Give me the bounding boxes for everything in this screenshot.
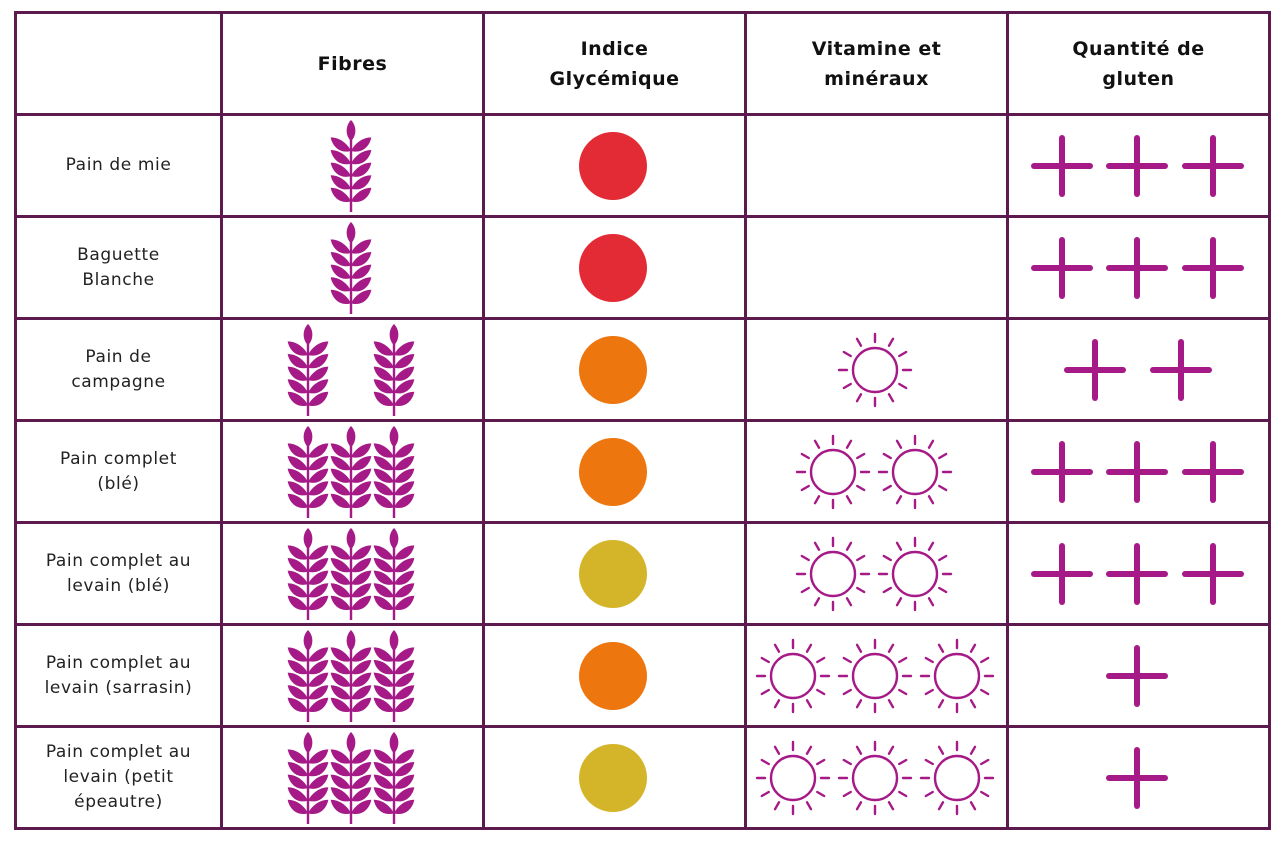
bread-name: Pain complet au levain (petit épeautre) <box>14 725 223 830</box>
wheat-icon <box>330 629 372 722</box>
glycemic-index-cell <box>482 215 747 320</box>
plus-icon <box>1182 542 1244 605</box>
wheat-icon <box>330 527 372 620</box>
fibres-cell <box>220 521 485 626</box>
plus-icon <box>1182 236 1244 299</box>
table-row: Pain complet au levain (blé) <box>14 521 1271 626</box>
sun-icon <box>919 740 995 815</box>
wheat-icon <box>287 323 329 416</box>
header-fibres: Fibres <box>220 11 485 116</box>
gluten-cell <box>1006 317 1271 422</box>
plus-icon <box>1106 542 1168 605</box>
wheat-icon <box>373 323 415 416</box>
vitamins-cell <box>744 419 1009 524</box>
fibres-cell <box>220 113 485 218</box>
plus-icon <box>1064 338 1126 401</box>
plus-icon <box>1182 134 1244 197</box>
wheat-icon <box>373 629 415 722</box>
plus-icon <box>1150 338 1212 401</box>
glycemic-index-cell <box>482 521 747 626</box>
vitamins-cell <box>744 725 1009 830</box>
bread-name: Pain complet au levain (blé) <box>14 521 223 626</box>
glycemic-dot-icon <box>579 743 647 812</box>
sun-icon <box>795 434 871 509</box>
plus-icon <box>1031 542 1093 605</box>
sun-icon <box>877 536 953 611</box>
glycemic-index-cell <box>482 113 747 218</box>
glycemic-dot-icon <box>579 539 647 608</box>
sun-icon <box>795 536 871 611</box>
bread-name: Pain complet (blé) <box>14 419 223 524</box>
wheat-icon <box>330 221 372 314</box>
wheat-icon <box>287 425 329 518</box>
glycemic-dot-icon <box>579 641 647 710</box>
header-vitamins-minerals: Vitamine et minéraux <box>744 11 1009 116</box>
plus-icon <box>1106 134 1168 197</box>
sun-icon <box>755 740 831 815</box>
header-row: Fibres Indice Glycémique Vitamine et minér… <box>14 11 1271 116</box>
wheat-icon <box>373 527 415 620</box>
wheat-icon <box>330 119 372 212</box>
sun-icon <box>837 740 913 815</box>
fibres-cell <box>220 215 485 320</box>
plus-icon <box>1106 440 1168 503</box>
wheat-icon <box>373 425 415 518</box>
sun-icon <box>837 638 913 713</box>
fibres-cell <box>220 725 485 830</box>
table-row: Pain complet (blé) <box>14 419 1271 524</box>
glycemic-index-cell <box>482 317 747 422</box>
header-corner <box>14 11 223 116</box>
fibres-cell <box>220 419 485 524</box>
plus-icon <box>1106 746 1168 809</box>
table-row: Pain complet au levain (petit épeautre) <box>14 725 1271 830</box>
bread-name: Pain complet au levain (sarrasin) <box>14 623 223 728</box>
glycemic-dot-icon <box>579 335 647 404</box>
glycemic-dot-icon <box>579 131 647 200</box>
table-row: Pain de mie <box>14 113 1271 218</box>
gluten-cell <box>1006 113 1271 218</box>
glycemic-index-cell <box>482 419 747 524</box>
fibres-cell <box>220 317 485 422</box>
wheat-icon <box>287 527 329 620</box>
plus-icon <box>1031 236 1093 299</box>
glycemic-dot-icon <box>579 233 647 302</box>
wheat-icon <box>330 731 372 824</box>
plus-icon <box>1031 440 1093 503</box>
vitamins-cell <box>744 215 1009 320</box>
header-glycemic-index: Indice Glycémique <box>482 11 747 116</box>
plus-icon <box>1106 236 1168 299</box>
bread-name: Pain de mie <box>14 113 223 218</box>
header-gluten-quantity: Quantité de gluten <box>1006 11 1271 116</box>
bread-name: Baguette Blanche <box>14 215 223 320</box>
gluten-cell <box>1006 419 1271 524</box>
table-row: Pain complet au levain (sarrasin) <box>14 623 1271 728</box>
wheat-icon <box>373 731 415 824</box>
vitamins-cell <box>744 521 1009 626</box>
table-row: Pain de campagne <box>14 317 1271 422</box>
wheat-icon <box>287 731 329 824</box>
sun-icon <box>755 638 831 713</box>
glycemic-index-cell <box>482 725 747 830</box>
vitamins-cell <box>744 317 1009 422</box>
gluten-cell <box>1006 215 1271 320</box>
plus-icon <box>1031 134 1093 197</box>
plus-icon <box>1106 644 1168 707</box>
glycemic-dot-icon <box>579 437 647 506</box>
wheat-icon <box>330 425 372 518</box>
gluten-cell <box>1006 725 1271 830</box>
sun-icon <box>919 638 995 713</box>
glycemic-index-cell <box>482 623 747 728</box>
sun-icon <box>877 434 953 509</box>
fibres-cell <box>220 623 485 728</box>
gluten-cell <box>1006 623 1271 728</box>
vitamins-cell <box>744 623 1009 728</box>
table-row: Baguette Blanche <box>14 215 1271 320</box>
bread-name: Pain de campagne <box>14 317 223 422</box>
vitamins-cell <box>744 113 1009 218</box>
wheat-icon <box>287 629 329 722</box>
bread-comparison-table: Fibres Indice Glycémique Vitamine et minér… <box>14 11 1271 830</box>
sun-icon <box>837 332 913 407</box>
gluten-cell <box>1006 521 1271 626</box>
plus-icon <box>1182 440 1244 503</box>
